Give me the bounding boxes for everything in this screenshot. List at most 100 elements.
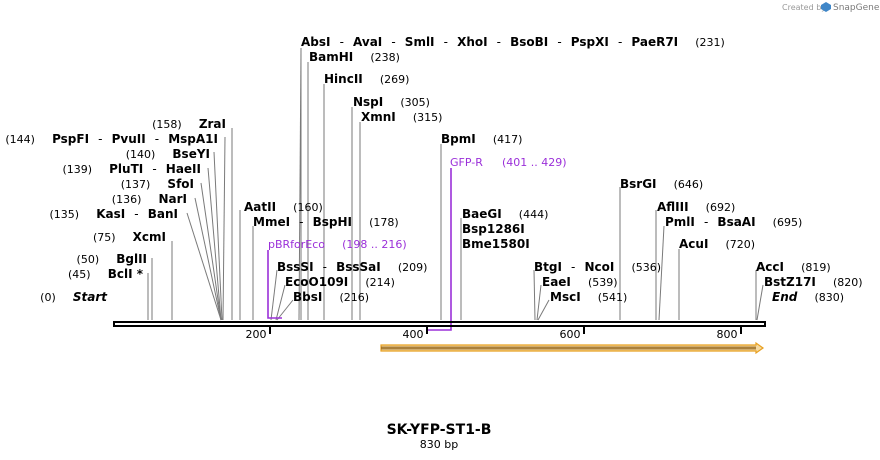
terminal-name: Start <box>73 290 108 304</box>
site-label[interactable]: Bme1580I <box>462 237 530 251</box>
primer-label[interactable]: pBRforEco (198 .. 216) <box>268 233 407 252</box>
sequence-backbone <box>113 321 766 327</box>
site-label[interactable]: (139) PluTI - HaeII <box>62 158 201 177</box>
svg-text:AbsI - AvaI: AbsI - AvaI - SmlI - XhoI - BsoBI - PspX… <box>301 31 725 50</box>
enzyme-name: NspI <box>353 95 383 109</box>
site-label[interactable]: NspI (305) <box>353 91 430 110</box>
svg-text:AcuI (720): AcuI (720) <box>679 233 755 252</box>
enzyme-name: NarI <box>158 192 187 206</box>
site-label[interactable]: MscI (541) <box>550 286 627 305</box>
enzyme-name: BtgI <box>534 260 562 274</box>
site-label[interactable]: BssSI - BssSaI (209) <box>277 256 427 275</box>
svg-text:(158) ZraI: (158) ZraI <box>152 113 226 132</box>
site-label[interactable]: MmeI - BspHI (178) <box>253 211 399 230</box>
site-label[interactable]: (45) BclI * <box>68 263 144 282</box>
scale-ticks: 200 400 600 800 <box>246 327 742 341</box>
enzyme-name: BpmI <box>441 132 476 146</box>
site-position: (178) <box>369 216 399 229</box>
enzyme-name: KasI <box>96 207 125 221</box>
enzyme-name: ZraI <box>199 117 226 131</box>
svg-text:(139) PluTI -: (139) PluTI - HaeII <box>62 158 201 177</box>
enzyme-name: NcoI <box>584 260 614 274</box>
site-label[interactable]: BstZ17I (820) <box>764 271 863 290</box>
site-position: (646) <box>674 178 704 191</box>
site-label[interactable]: (140) BseYI <box>126 143 210 162</box>
enzyme-name: MscI <box>550 290 581 304</box>
primer-label[interactable]: GFP-R (401 .. 429) <box>450 151 567 170</box>
enzyme-name: BbsI <box>293 290 322 304</box>
site-position: (820) <box>833 276 863 289</box>
site-position: (75) <box>93 231 116 244</box>
terminal-name: End <box>772 290 798 304</box>
svg-text:BpmI (417): BpmI (417) <box>441 128 522 147</box>
site-label[interactable]: BsrGI (646) <box>620 173 703 192</box>
site-leader-lines <box>147 47 764 321</box>
site-label[interactable]: BtgI - NcoI (536) <box>534 256 661 275</box>
site-label[interactable]: (137) SfoI <box>121 173 194 192</box>
enzyme-name: AbsI <box>301 35 330 49</box>
site-position: (136) <box>112 193 142 206</box>
site-position: (50) <box>77 253 100 266</box>
primer-range: (198 .. 216) <box>342 238 407 251</box>
site-label[interactable]: HincII (269) <box>324 68 409 87</box>
site-label[interactable]: BamHI (238) <box>309 46 400 65</box>
primer-name: GFP-R <box>450 156 483 169</box>
site-position: (140) <box>126 148 156 161</box>
enzyme-name: BspHI <box>313 215 352 229</box>
site-label[interactable]: EcoO109I (214) <box>285 271 395 290</box>
site-position: (139) <box>62 163 92 176</box>
enzyme-name: BamHI <box>309 50 353 64</box>
site-position: (444) <box>519 208 549 221</box>
site-label[interactable]: XmnI (315) <box>361 106 442 125</box>
site-label[interactable]: AccI (819) <box>756 256 831 275</box>
site-position: (216) <box>339 291 369 304</box>
site-label[interactable]: AcuI (720) <box>679 233 755 252</box>
site-position: (231) <box>695 36 725 49</box>
site-label[interactable]: BpmI (417) <box>441 128 522 147</box>
created-by-text: Created by <box>782 3 826 12</box>
site-position: (305) <box>400 96 430 109</box>
primer-markers <box>267 168 452 331</box>
enzyme-name: BaeGI <box>462 207 502 221</box>
site-label[interactable]: (50) BglII <box>77 248 147 267</box>
site-label[interactable]: AflIII (692) <box>657 196 735 215</box>
feature-arrow[interactable] <box>380 341 765 355</box>
svg-text:BssSI - BssSaI: BssSI - BssSaI (209) <box>277 256 427 275</box>
site-position: (158) <box>152 118 182 131</box>
site-label[interactable]: (135) KasI - BanI <box>50 203 179 222</box>
site-label[interactable]: BaeGI (444) <box>462 203 548 222</box>
site-label[interactable]: AbsI - AvaI - SmlI - XhoI - BsoBI - PspX… <box>301 31 725 50</box>
svg-text:pBRforEco (198 .. 216): pBRforEco (198 .. 216) <box>268 233 407 252</box>
svg-text:BtgI - NcoI: BtgI - NcoI (536) <box>534 256 661 275</box>
site-position: (0) <box>40 291 56 304</box>
site-label[interactable]: Bsp1286I <box>462 222 525 236</box>
site-position: (692) <box>706 201 736 214</box>
site-label[interactable]: BbsI (216) <box>293 286 369 305</box>
site-label[interactable]: (136) NarI <box>112 188 187 207</box>
svg-text:BsrGI (646): BsrGI (646) <box>620 173 703 192</box>
map-length: 830 bp <box>420 438 458 451</box>
svg-text:(45) BclI *: (45) BclI * <box>68 263 144 282</box>
site-position: (720) <box>726 238 756 251</box>
tick-label: 800 <box>717 328 738 341</box>
site-label[interactable]: (158) ZraI <box>152 113 226 132</box>
svg-text:EcoO109I (214): EcoO109I (214) <box>285 271 395 290</box>
svg-text:NspI (305): NspI (305) <box>353 91 430 110</box>
site-label[interactable]: (75) XcmI <box>93 226 166 245</box>
svg-text:XmnI (315): XmnI (315) <box>361 106 442 125</box>
svg-text:(140) BseYI: (140) BseYI <box>126 143 210 162</box>
site-position: (315) <box>413 111 443 124</box>
map-title: SK-YFP-ST1-B <box>387 422 492 438</box>
enzyme-name: BsaAI <box>717 215 755 229</box>
site-position: (417) <box>493 133 523 146</box>
svg-text:(136) NarI: (136) NarI <box>112 188 187 207</box>
enzyme-name: EaeI <box>542 275 571 289</box>
site-label[interactable]: EaeI (539) <box>542 271 618 290</box>
site-label[interactable]: PmlI - BsaAI (695) <box>665 211 802 230</box>
enzyme-name: PspFI <box>52 132 89 146</box>
enzyme-name: BseYI <box>172 147 210 161</box>
svg-text:BstZ17I (820): BstZ17I (820) <box>764 271 863 290</box>
site-label[interactable]: AatII (160) <box>244 196 323 215</box>
site-label[interactable]: (144) PspFI - PvuII - MspA1I <box>5 128 218 147</box>
